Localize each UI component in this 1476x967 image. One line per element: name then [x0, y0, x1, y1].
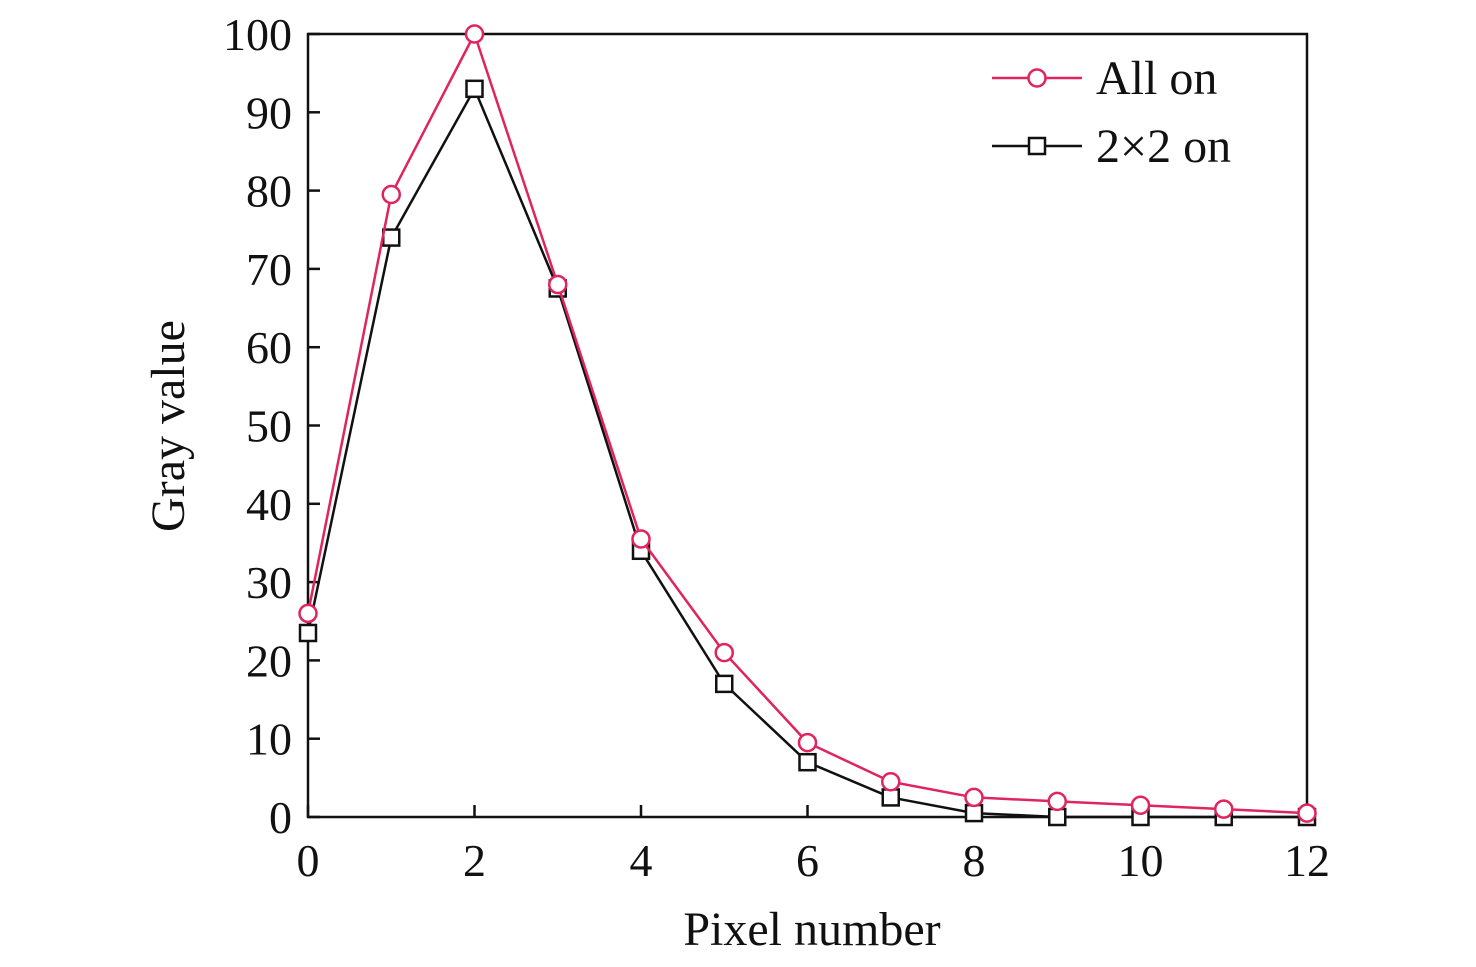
- axes: 0 10 20 30 40 50 60 70 80 90 100 0 2 4 6 8 10 12: [223, 9, 1330, 886]
- data-point: [964, 787, 984, 808]
- data-point: [298, 603, 318, 624]
- data-point: [714, 642, 734, 663]
- data-point: [1048, 807, 1067, 827]
- y-tick-label: 100: [223, 9, 292, 60]
- x-tick-label: 6: [796, 835, 819, 886]
- legend-marker: [1027, 136, 1047, 156]
- data-point: [631, 529, 651, 549]
- series-all-on: [298, 24, 1317, 823]
- x-axis-label: Pixel number: [683, 903, 940, 956]
- legend-label: 2×2 on: [1096, 120, 1231, 173]
- y-tick-label: 40: [246, 479, 292, 530]
- legend-label: All on: [1096, 52, 1217, 105]
- y-axis-label: Gray value: [142, 320, 195, 532]
- data-point: [797, 732, 818, 753]
- x-tick-label: 12: [1284, 835, 1330, 886]
- x-tick-label: 2: [463, 835, 486, 886]
- y-tick-label: 90: [246, 87, 292, 138]
- y-tick-label: 80: [246, 166, 292, 217]
- data-point: [1047, 791, 1067, 812]
- data-point: [964, 803, 984, 823]
- series-2x2-on: [298, 79, 1317, 827]
- data-point: [548, 274, 568, 295]
- y-tick-label: 30: [246, 557, 292, 608]
- data-point: [298, 623, 318, 643]
- y-tick-label: 0: [269, 792, 292, 843]
- data-point: [382, 228, 401, 247]
- y-tick-label: 10: [246, 714, 292, 765]
- legend: All on 2×2 on: [992, 52, 1231, 173]
- data-point: [798, 752, 817, 772]
- data-point: [1214, 799, 1234, 819]
- data-point: [381, 184, 401, 205]
- data-point: [465, 79, 484, 99]
- legend-entry: All on: [992, 52, 1217, 105]
- y-tick-label: 60: [246, 322, 292, 373]
- x-tick-label: 10: [1118, 835, 1164, 886]
- y-tick-label: 20: [246, 635, 292, 686]
- data-point: [881, 788, 900, 807]
- x-tick-label: 4: [630, 835, 653, 886]
- y-tick-label: 70: [246, 244, 292, 295]
- data-point: [1130, 795, 1151, 816]
- series-line: [306, 87, 1307, 819]
- legend-marker: [1027, 68, 1047, 88]
- data-point: [1297, 803, 1317, 823]
- series-group: [298, 24, 1317, 827]
- x-tick-label: 0: [297, 835, 320, 886]
- data-point: [715, 674, 734, 694]
- data-point: [881, 772, 901, 792]
- y-tick-label: 50: [246, 401, 292, 452]
- x-tick-label: 8: [963, 835, 986, 886]
- legend-entry: 2×2 on: [992, 120, 1231, 173]
- data-point: [464, 24, 485, 44]
